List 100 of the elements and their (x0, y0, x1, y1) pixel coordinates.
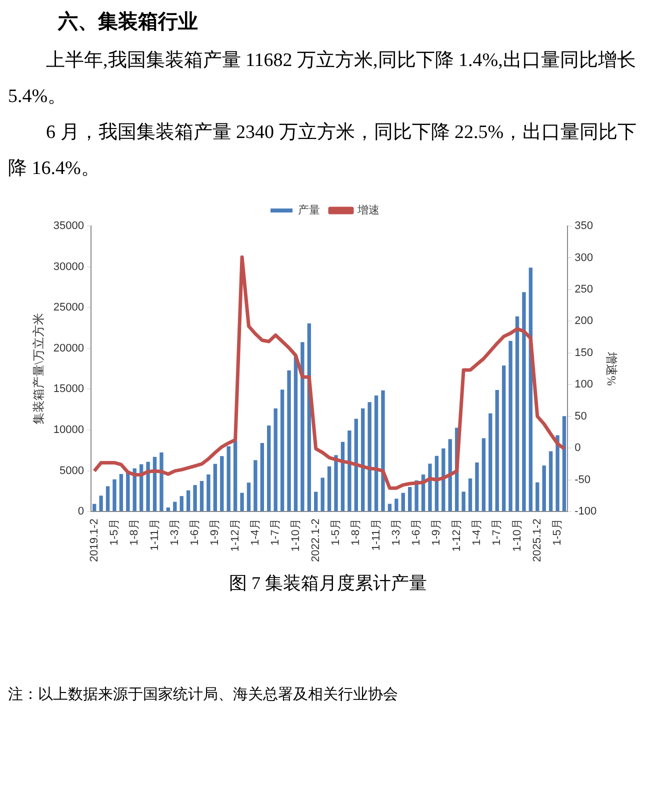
y2-tick-label: 350 (574, 220, 593, 232)
bar (240, 492, 244, 512)
bar (462, 492, 466, 512)
legend-label: 产量 (298, 204, 320, 217)
x-tick-label: 2025.1-2 (531, 518, 544, 562)
x-tick-label: 1-8月 (128, 518, 141, 546)
y-tick-label: 30000 (53, 260, 84, 273)
y2-tick-label: 50 (574, 410, 587, 422)
bar (267, 425, 271, 512)
y2-tick-label: 0 (574, 442, 581, 454)
bar (495, 390, 499, 512)
bar (287, 370, 291, 512)
x-tick-label: 1-9月 (430, 518, 443, 546)
bar (99, 496, 103, 512)
bar (488, 413, 492, 512)
x-tick-label: 1-10月 (290, 518, 302, 552)
bar (475, 462, 479, 512)
bar (340, 442, 345, 512)
y2-tick-label: 200 (574, 315, 593, 328)
bar (502, 365, 506, 512)
x-tick-label: 1-12月 (450, 518, 463, 552)
bar (160, 452, 164, 512)
x-tick-label: 1-4月 (249, 518, 262, 546)
bar (542, 466, 546, 512)
y2-tick-label: -100 (574, 506, 597, 518)
bar (468, 478, 472, 512)
bar (388, 504, 392, 512)
bar (119, 474, 124, 512)
bar (522, 292, 526, 512)
bar (193, 485, 197, 512)
y2-tick-label: 150 (574, 346, 593, 359)
y2-tick-label: -50 (574, 474, 590, 486)
bar (300, 342, 304, 512)
bar (112, 479, 116, 512)
bar (556, 435, 560, 512)
x-tick-label: 1-11月 (148, 518, 161, 551)
caption: 图 7 集装箱月度累计产量 (228, 572, 428, 595)
bar (92, 504, 96, 512)
y-tick-label: 25000 (53, 302, 84, 314)
bar (374, 395, 378, 512)
y-axis-title: 集装箱产量\万立方米 (31, 313, 46, 424)
x-tick-label: 1-7月 (270, 518, 282, 546)
bar (361, 408, 365, 512)
bar (428, 464, 432, 512)
x-tick-label: 1-3月 (390, 518, 402, 546)
bar (246, 482, 251, 512)
x-tick-label: 1-10月 (511, 518, 524, 552)
y-tick-label: 35000 (53, 220, 84, 232)
legend-label: 增速 (356, 204, 380, 217)
bar (536, 482, 540, 512)
bar (200, 480, 204, 512)
bar (173, 502, 177, 512)
bar (260, 443, 264, 512)
x-tick-label: 1-4月 (470, 518, 483, 546)
x-tick-label: 2019.1-2 (88, 518, 100, 562)
y-tick-label: 10000 (53, 424, 84, 436)
y2-tick-label: 250 (574, 283, 593, 296)
bar (294, 355, 298, 512)
x-tick-label: 1-6月 (189, 518, 202, 546)
x-tick-label: 1-3月 (168, 518, 181, 546)
bar (320, 478, 324, 512)
bar (448, 439, 452, 512)
bar (334, 455, 338, 512)
x-tick-label: 1-5月 (330, 518, 342, 546)
y-tick-label: 15000 (53, 383, 84, 396)
bar (220, 456, 224, 512)
bar (548, 451, 553, 512)
bar (166, 507, 170, 512)
text: 注：以上数据来源于国家统计局、海关总署及相关行业协会 (8, 685, 399, 704)
bar (348, 430, 352, 512)
bar (508, 340, 512, 512)
bar (394, 498, 398, 512)
x-tick-label: 1-8月 (350, 518, 362, 546)
bar (368, 402, 372, 512)
x-tick-label: 1-5月 (108, 518, 121, 546)
chart-title: 六、集装箱行业 (58, 10, 199, 35)
bar (401, 492, 405, 512)
y-tick-label: 0 (78, 506, 84, 518)
bar (254, 460, 258, 512)
bar (126, 470, 130, 512)
x-tick-label: 1-9月 (209, 518, 222, 546)
bar (314, 492, 318, 512)
bar (226, 446, 230, 512)
text: 上半年,我国集装箱产量 11682 万立方米,同比下降 1.4%,出口量同比增长 5.4%。 (8, 49, 637, 109)
bar (327, 466, 332, 512)
bar (106, 486, 110, 512)
y2-axis-title: 增速% (604, 350, 619, 386)
bar (180, 496, 184, 512)
bar (206, 474, 210, 512)
bar (213, 464, 218, 512)
y-tick-label: 20000 (53, 342, 84, 354)
y-tick-label: 5000 (60, 464, 84, 477)
bar (408, 487, 412, 512)
bar (233, 440, 238, 512)
bar (562, 416, 566, 512)
bar (381, 390, 385, 512)
bar (146, 462, 150, 512)
bar (274, 408, 278, 512)
x-tick-label: 1-11月 (370, 518, 382, 551)
bar (515, 316, 520, 512)
